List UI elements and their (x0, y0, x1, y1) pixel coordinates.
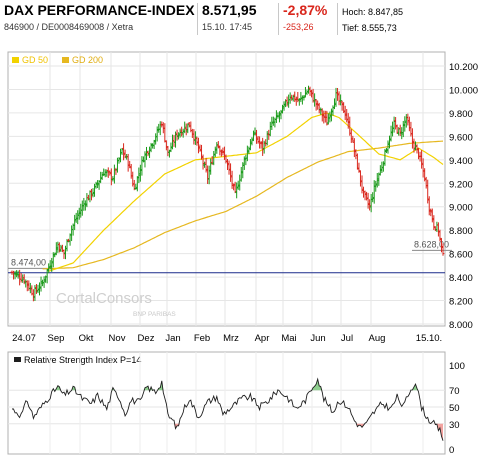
day-low: Tief: 8.555,73 (342, 23, 397, 33)
rsi-tick-label: 0 (449, 445, 454, 456)
x-tick-label: Nov (109, 333, 126, 344)
legend-swatch-gd200 (62, 57, 69, 63)
legend-swatch-gd50 (12, 57, 19, 63)
gd50-line (48, 112, 444, 272)
level-label-left: 8.474,00 (11, 257, 46, 267)
instrument-identifiers: 846900 / DE0008469008 / Xetra (4, 22, 134, 32)
watermark-name: CortalConsors (56, 290, 152, 307)
change-percent: -2,87% (283, 2, 328, 18)
watermark-sub: BNP PARIBAS (133, 311, 176, 318)
ohlc-bar (339, 94, 343, 106)
x-tick-label: Feb (194, 333, 210, 344)
price-panel-frame (7, 51, 446, 327)
x-tick-label: Okt (79, 333, 94, 344)
x-tick-label: Jan (165, 333, 180, 344)
legend-gd50: GD 50 (22, 55, 48, 65)
y-tick-label: 8.800 (449, 226, 473, 237)
last-price: 8.571,95 (202, 2, 257, 18)
rsi-line (12, 377, 444, 441)
legend-gd200: GD 200 (72, 55, 103, 65)
ohlc-bars (10, 85, 445, 302)
y-tick-label: 10.000 (449, 85, 478, 96)
rsi-tick-label: 70 (449, 386, 460, 397)
watermark: CortalConsors BNP PARIBAS (56, 290, 176, 318)
x-tick-label: Dez (138, 333, 155, 344)
header-divider (278, 3, 279, 35)
rsi-tick-label: 30 (449, 420, 460, 431)
y-tick-label: 9.200 (449, 179, 473, 190)
quote-header: DAX PERFORMANCE-INDEX 846900 / DE0008469… (0, 0, 486, 40)
instrument-title: DAX PERFORMANCE-INDEX (4, 2, 195, 18)
price-timestamp: 15.10. 17:45 (202, 22, 253, 32)
y-tick-label: 10.200 (449, 62, 478, 73)
y-tick-label: 9.400 (449, 156, 473, 167)
rsi-tick-label: 50 (449, 403, 460, 414)
y-tick-label: 8.000 (449, 320, 473, 331)
rsi-panel-frame (7, 351, 446, 455)
header-divider (337, 3, 338, 35)
x-tick-label: Apr (255, 333, 270, 344)
change-absolute: -253,26 (283, 22, 314, 32)
level-label-right: 8.628,00 (414, 239, 449, 249)
chart-legend: GD 50 GD 200 (12, 55, 103, 65)
x-tick-label: Mrz (223, 333, 239, 344)
moving-averages (42, 112, 444, 272)
price-y-axis: 10.200 10.000 9.800 9.600 9.400 9.200 9.000 8.8… (449, 62, 478, 331)
y-tick-label: 8.400 (449, 273, 473, 284)
x-tick-label: 24.07 (12, 333, 36, 344)
rsi-y-axis: 100 70 50 30 0 (449, 361, 465, 456)
y-tick-label: 8.200 (449, 297, 473, 308)
rsi-tick-label: 100 (449, 361, 465, 372)
gd200-line (42, 140, 444, 270)
rsi-series (12, 377, 444, 441)
x-tick-label: 15.10. (416, 333, 442, 344)
x-tick-label: Sep (48, 333, 65, 344)
rsi-legend-swatch (14, 357, 21, 362)
x-tick-label: Jul (341, 333, 353, 344)
x-tick-label: Jun (310, 333, 325, 344)
day-high: Hoch: 8.847,85 (342, 7, 404, 17)
x-tick-label: Aug (369, 333, 386, 344)
rsi-grid (8, 352, 445, 454)
y-tick-label: 8.600 (449, 250, 473, 261)
y-tick-label: 9.600 (449, 132, 473, 143)
y-tick-label: 9.800 (449, 109, 473, 120)
header-divider (197, 3, 198, 35)
rsi-title: Relative Strength Index P=14 (24, 355, 141, 365)
ohlc-bar (441, 243, 445, 256)
y-tick-label: 9.000 (449, 203, 473, 214)
x-tick-label: Mai (281, 333, 296, 344)
price-x-axis: 24.07 Sep Okt Nov Dez Jan Feb Mrz Apr Mai Jun Jul Au… (12, 333, 442, 344)
